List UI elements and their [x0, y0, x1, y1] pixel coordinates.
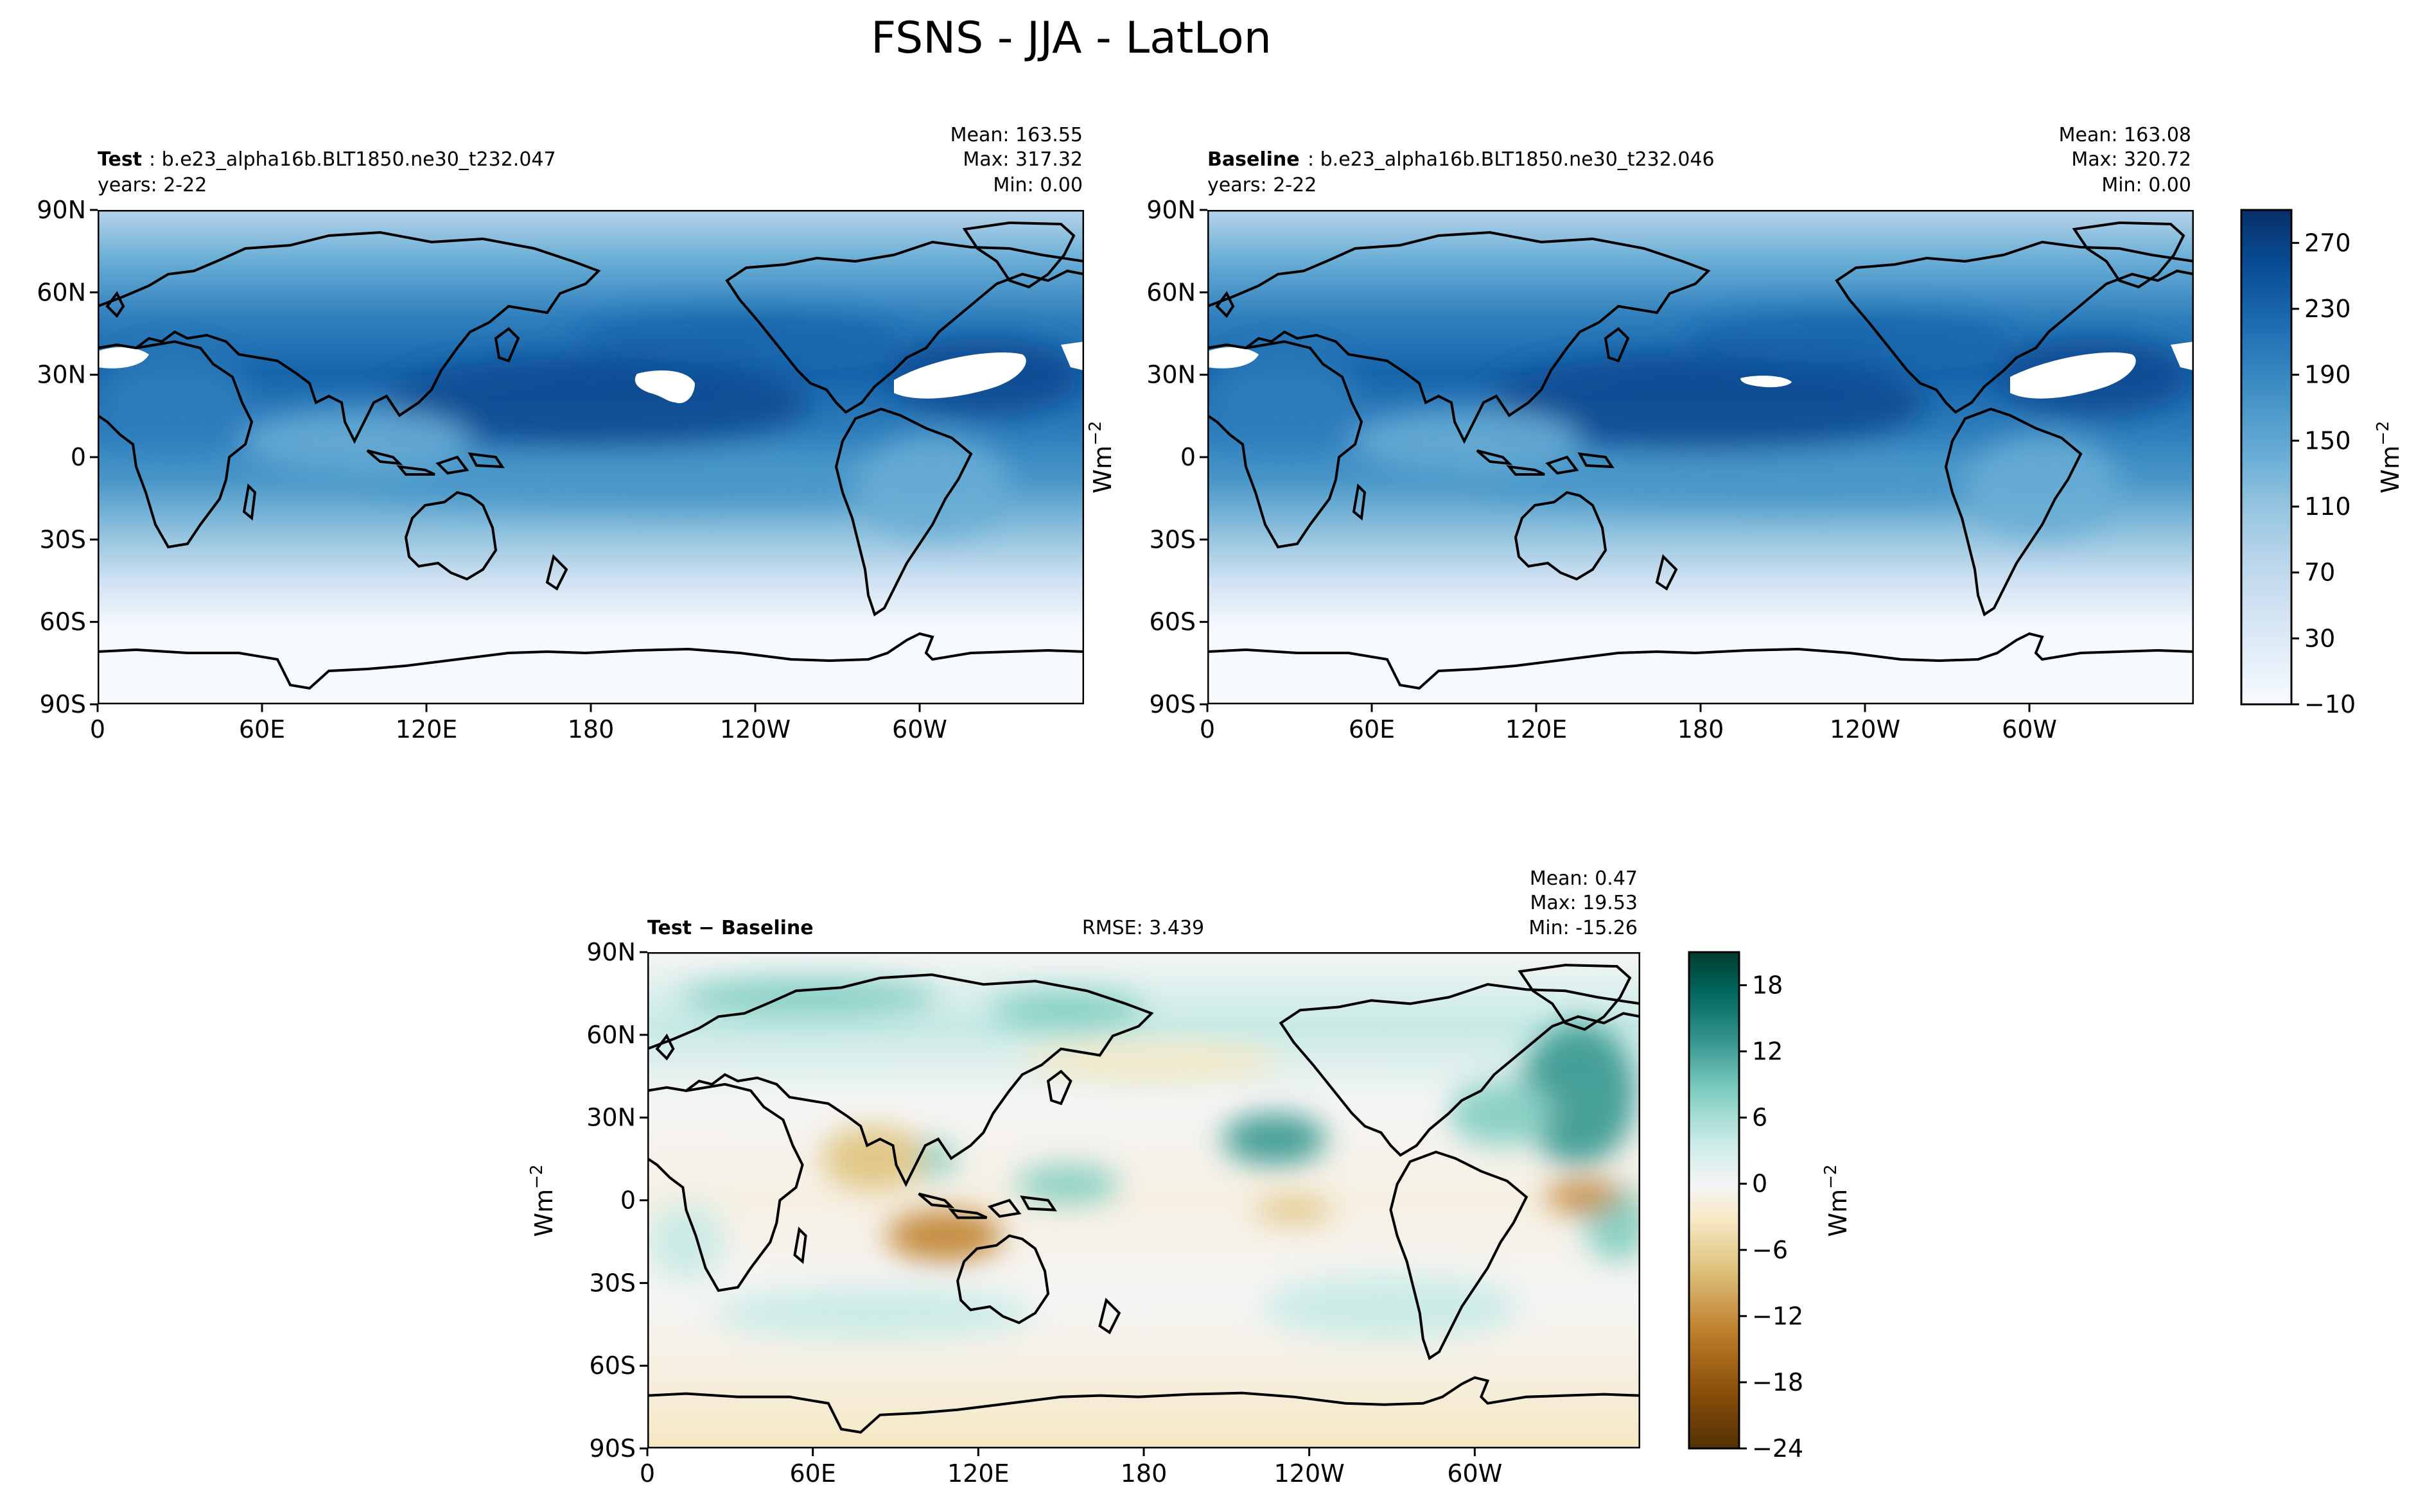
- test-nodata-mediterranean: [98, 347, 149, 369]
- test-map: [98, 210, 1084, 704]
- baseline-xtick-label: 60E: [1349, 715, 1395, 743]
- difference-ytick-label: 30N: [586, 1104, 636, 1132]
- difference-ytick-label: 60N: [586, 1021, 636, 1049]
- difference-ylabel: Wm−2: [527, 1165, 558, 1237]
- top-colorbar-tick-label: −10: [2304, 690, 2356, 718]
- baseline-ytick-label: 90S: [1150, 690, 1196, 718]
- difference-xtick-label: 60E: [789, 1459, 836, 1488]
- top-colorbar-ticks: 270 230 190 150 110 70 30 −10: [2291, 229, 2356, 718]
- test-years: years: 2-22: [98, 174, 207, 196]
- test-ytick-label: 30N: [37, 361, 86, 389]
- difference-xtick-label: 120W: [1274, 1459, 1345, 1488]
- bottom-colorbar-tick-label: −6: [1752, 1236, 1788, 1264]
- baseline-label-bold: Baseline: [1207, 148, 1300, 171]
- baseline-xtick-label: 120W: [1830, 715, 1900, 743]
- figure-title: FSNS - JJA - LatLon: [871, 13, 1272, 64]
- baseline-stat-mean: Mean: 163.08: [2059, 124, 2191, 146]
- baseline-nodata-atlantic: [2010, 352, 2136, 399]
- difference-ytick-label: 90N: [586, 938, 636, 966]
- test-xtick-label: 180: [568, 715, 615, 743]
- top-colorbar-tick-label: 270: [2304, 229, 2351, 257]
- test-ytick-label: 30S: [40, 525, 86, 553]
- top-colorbar-ramp: [2240, 209, 2293, 706]
- difference-stat-min: Min: -15.26: [1528, 917, 1638, 939]
- top-colorbar-tick-label: 30: [2304, 624, 2335, 652]
- test-xtick-label: 0: [90, 715, 105, 743]
- test-label-rest: : b.e23_alpha16b.BLT1850.ne30_t232.047: [149, 148, 556, 171]
- difference-rmse: RMSE: 3.439: [1082, 917, 1204, 939]
- difference-xtick-label: 120E: [947, 1459, 1010, 1488]
- baseline-ytick-label: 60S: [1150, 608, 1196, 636]
- test-ytick-label: 60S: [40, 608, 86, 636]
- difference-xtick-label: 60W: [1447, 1459, 1502, 1488]
- bottom-colorbar-tick-label: −12: [1752, 1302, 1803, 1330]
- test-ytick-label: 90N: [37, 196, 86, 224]
- bottom-colorbar: 18 12 6 0 −6 −12 −18 −24 Wm−2: [1688, 951, 1852, 1463]
- test-stat-max: Max: 317.32: [963, 148, 1083, 171]
- bottom-colorbar-tick-label: 12: [1752, 1038, 1783, 1066]
- difference-axis-ticks: 0 60E 120E 180 120W 60W 90N 60N 30N 0 30S 60S 90S: [586, 938, 1502, 1488]
- bottom-colorbar-tick-label: 6: [1752, 1104, 1767, 1132]
- test-nodata-pacific: [635, 370, 695, 403]
- test-ytick-label: 0: [71, 443, 86, 471]
- difference-ytick-label: 30S: [590, 1269, 636, 1297]
- difference-field: [647, 952, 1640, 1448]
- baseline-axis-ticks: 0 60E 120E 180 120W 60W 90N 60N 30N 0 30S 60S 90S: [1146, 196, 2057, 743]
- baseline-ytick-label: 30N: [1146, 361, 1196, 389]
- test-ytick-label: 60N: [37, 278, 86, 306]
- top-colorbar-label: Wm−2: [2374, 421, 2404, 494]
- test-xtick-label: 120E: [396, 715, 458, 743]
- bottom-colorbar-tick-label: −18: [1752, 1368, 1803, 1396]
- bottom-colorbar-tick-label: 18: [1752, 971, 1783, 1000]
- difference-map: [647, 952, 1640, 1448]
- test-panel: Test : b.e23_alpha16b.BLT1850.ne30_t232.…: [37, 124, 1084, 743]
- top-colorbar-tick-label: 190: [2304, 361, 2351, 389]
- test-xtick-label: 120W: [720, 715, 791, 743]
- baseline-ytick-label: 30S: [1150, 525, 1196, 553]
- bottom-colorbar-ramp: [1688, 951, 1740, 1450]
- baseline-stat-min: Min: 0.00: [2101, 174, 2191, 196]
- test-xtick-label: 60E: [239, 715, 285, 743]
- difference-xtick-label: 0: [640, 1459, 655, 1488]
- top-colorbar-tick-label: 230: [2304, 295, 2351, 323]
- baseline-nodata-pacific: [1740, 376, 1792, 388]
- baseline-xtick-label: 120E: [1505, 715, 1568, 743]
- difference-ytick-label: 0: [620, 1186, 636, 1215]
- top-colorbar-tick-label: 70: [2304, 559, 2335, 587]
- test-axis-ticks: 0 60E 120E 180 120W 60W 90N 60N 30N 0 30S 60S 90S: [37, 196, 947, 743]
- baseline-xtick-label: 180: [1677, 715, 1724, 743]
- baseline-label-rest: : b.e23_alpha16b.BLT1850.ne30_t232.046: [1308, 148, 1715, 171]
- test-xtick-label: 60W: [892, 715, 947, 743]
- baseline-stat-max: Max: 320.72: [2071, 148, 2191, 171]
- top-colorbar: 270 230 190 150 110 70 30 −10 Wm−2: [2240, 209, 2404, 718]
- top-colorbar-tick-label: 150: [2304, 426, 2351, 455]
- top-colorbar-tick-label: 110: [2304, 492, 2351, 521]
- test-stat-min: Min: 0.00: [993, 174, 1083, 196]
- baseline-ytick-label: 0: [1180, 443, 1196, 471]
- difference-ytick-label: 90S: [590, 1434, 636, 1463]
- difference-label: Test − Baseline: [647, 917, 814, 939]
- baseline-ytick-label: 60N: [1146, 278, 1196, 306]
- difference-panel: Test − Baseline RMSE: 3.439 Mean: 0.47 M…: [586, 867, 1640, 1488]
- baseline-map: [1207, 210, 2194, 704]
- bottom-colorbar-label: Wm−2: [1821, 1165, 1852, 1237]
- baseline-xtick-label: 0: [1200, 715, 1215, 743]
- difference-xtick-label: 180: [1121, 1459, 1168, 1488]
- difference-stat-max: Max: 19.53: [1530, 892, 1638, 914]
- baseline-ytick-label: 90N: [1146, 196, 1196, 224]
- baseline-years: years: 2-22: [1207, 174, 1317, 196]
- baseline-xtick-label: 60W: [2002, 715, 2057, 743]
- test-nodata-atlantic: [894, 352, 1026, 399]
- bottom-colorbar-ticks: 18 12 6 0 −6 −12 −18 −24: [1739, 971, 1803, 1463]
- difference-ytick-label: 60S: [590, 1351, 636, 1380]
- test-ylabel: Wm−2: [1086, 421, 1117, 494]
- test-stat-mean: Mean: 163.55: [950, 124, 1083, 146]
- baseline-panel: Baseline : b.e23_alpha16b.BLT1850.ne30_t…: [1146, 124, 2194, 743]
- test-ytick-label: 90S: [40, 690, 86, 718]
- difference-stat-mean: Mean: 0.47: [1530, 867, 1638, 890]
- test-label-bold: Test: [98, 148, 142, 171]
- bottom-colorbar-tick-label: −24: [1752, 1434, 1803, 1463]
- bottom-colorbar-tick-label: 0: [1752, 1170, 1767, 1198]
